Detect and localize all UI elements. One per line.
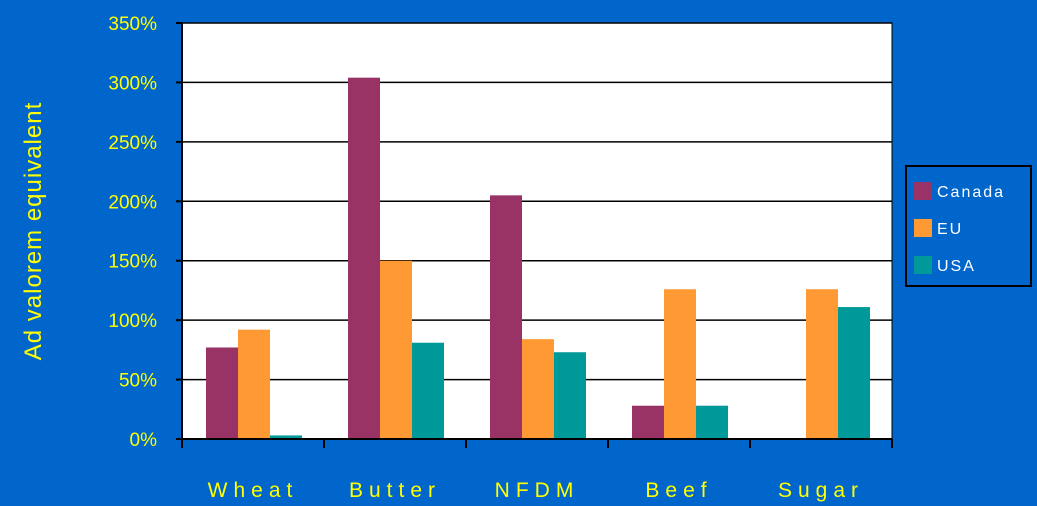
y-tick-labels: 0% 50% 100% 150% 200% 250% 300% 350% [108,14,157,451]
y-tick-label: 0% [130,430,158,451]
y-tick-label: 300% [108,73,157,94]
y-tick-label: 100% [108,311,157,332]
plot-border [181,22,893,440]
y-tick-label: 250% [108,133,157,154]
bar-canada-wheat [206,347,238,439]
legend-label-eu: EU [937,221,963,238]
bar-eu-sugar [806,289,838,439]
y-tick-label: 200% [108,192,157,213]
legend-swatch-usa [914,256,932,274]
bar-eu-butter [380,260,412,439]
y-axis-title: Ad valorem equivalent [20,102,47,360]
bar-usa-wheat [270,435,302,439]
bar-usa-sugar [838,307,870,439]
y-tick-label: 50% [119,371,157,392]
x-tick-label: Butter [349,479,441,502]
bar-eu-nfdm [522,339,554,439]
x-tick-label: Wheat [208,479,299,502]
legend-swatch-canada [914,182,932,200]
legend: Canada EU USA [905,165,1032,287]
bar-eu-wheat [238,329,270,439]
bar-usa-beef [696,405,728,439]
bar-usa-butter [412,342,444,439]
x-tick-label: NFDM [495,479,580,502]
x-tick-label: Beef [645,479,712,502]
bar-canada-butter [348,77,380,439]
bars [206,77,870,439]
y-tick-label: 150% [108,252,157,273]
bar-canada-beef [632,405,664,439]
bar-usa-nfdm [554,352,586,439]
bar-canada-nfdm [490,195,522,439]
y-tick-label: 350% [108,14,157,35]
legend-swatch-eu [914,219,932,237]
legend-label-usa: USA [937,258,976,275]
x-tick-label: Sugar [778,479,864,502]
axes [176,22,893,448]
bar-eu-beef [664,289,696,439]
x-tick-labels: Wheat Butter NFDM Beef Sugar [208,479,864,502]
legend-label-canada: Canada [937,184,1005,201]
